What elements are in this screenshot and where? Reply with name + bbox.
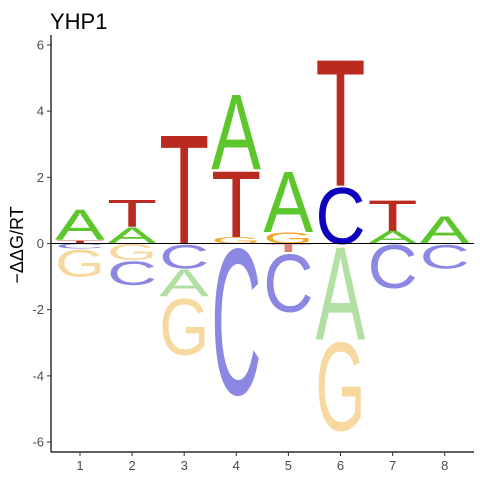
letter-t-pos1-positive: T xyxy=(55,239,105,244)
letter-g-pos3-negative: G xyxy=(159,283,209,372)
letter-c-pos6-positive: C xyxy=(316,171,366,261)
y-tick-label: -4 xyxy=(32,368,44,383)
y-tick-label: -6 xyxy=(32,435,44,450)
letter-c-pos1-negative: C xyxy=(55,242,105,250)
letter-a-pos7-positive: A xyxy=(368,227,419,248)
letter-a-pos5-positive: A xyxy=(263,153,314,251)
letter-c-pos7-negative: C xyxy=(368,232,418,302)
chart-title: YHP1 xyxy=(50,9,107,34)
axes: -6 -4 -2 0 2 4 6 1 2 3 4 5 6 7 8 xyxy=(32,35,474,473)
letter-c-pos2-negative: C xyxy=(107,253,157,292)
letter-t-pos3-positive: T xyxy=(159,103,209,277)
letter-a-pos4-positive: A xyxy=(211,71,261,192)
x-tick-label: 8 xyxy=(441,458,448,473)
x-tick-label: 4 xyxy=(233,458,240,473)
x-tick-label: 6 xyxy=(337,458,344,473)
letter-t-pos5-negative: T xyxy=(263,242,313,255)
letter-a-pos1-positive: A xyxy=(55,201,105,250)
x-tick-label: 7 xyxy=(389,458,396,473)
letter-a-pos8-positive: A xyxy=(420,208,470,252)
x-tick-label: 2 xyxy=(128,458,135,473)
letter-a-pos3-negative: A xyxy=(159,261,209,305)
letter-g-pos1-negative: G xyxy=(55,242,105,285)
letter-c-pos4-negative: C xyxy=(211,206,261,440)
x-tick-label: 3 xyxy=(181,458,188,473)
y-tick-label: -2 xyxy=(32,302,44,317)
x-tick-label: 5 xyxy=(285,458,292,473)
y-tick-label: 0 xyxy=(37,236,44,251)
letter-t-pos6-positive: T xyxy=(316,22,366,224)
y-tick-label: 4 xyxy=(37,104,44,119)
x-tick-label: 1 xyxy=(76,458,83,473)
letter-t-pos2-positive: T xyxy=(107,192,157,236)
y-tick-label: 6 xyxy=(37,37,44,52)
letter-a-pos2-positive: A xyxy=(107,223,157,249)
letter-c-pos8-negative: C xyxy=(420,237,470,276)
letter-t-pos4-positive: T xyxy=(211,151,261,257)
y-axis-label: −ΔΔG/RT xyxy=(7,206,27,283)
letter-c-pos5-negative: C xyxy=(263,238,313,330)
letter-t-pos7-positive: T xyxy=(368,191,418,240)
y-tick-label: 2 xyxy=(37,170,44,185)
letter-g-pos6-negative: G xyxy=(316,317,366,458)
letter-g-pos5-positive: G xyxy=(263,229,313,247)
letter-g-pos4-positive: G xyxy=(211,235,261,245)
